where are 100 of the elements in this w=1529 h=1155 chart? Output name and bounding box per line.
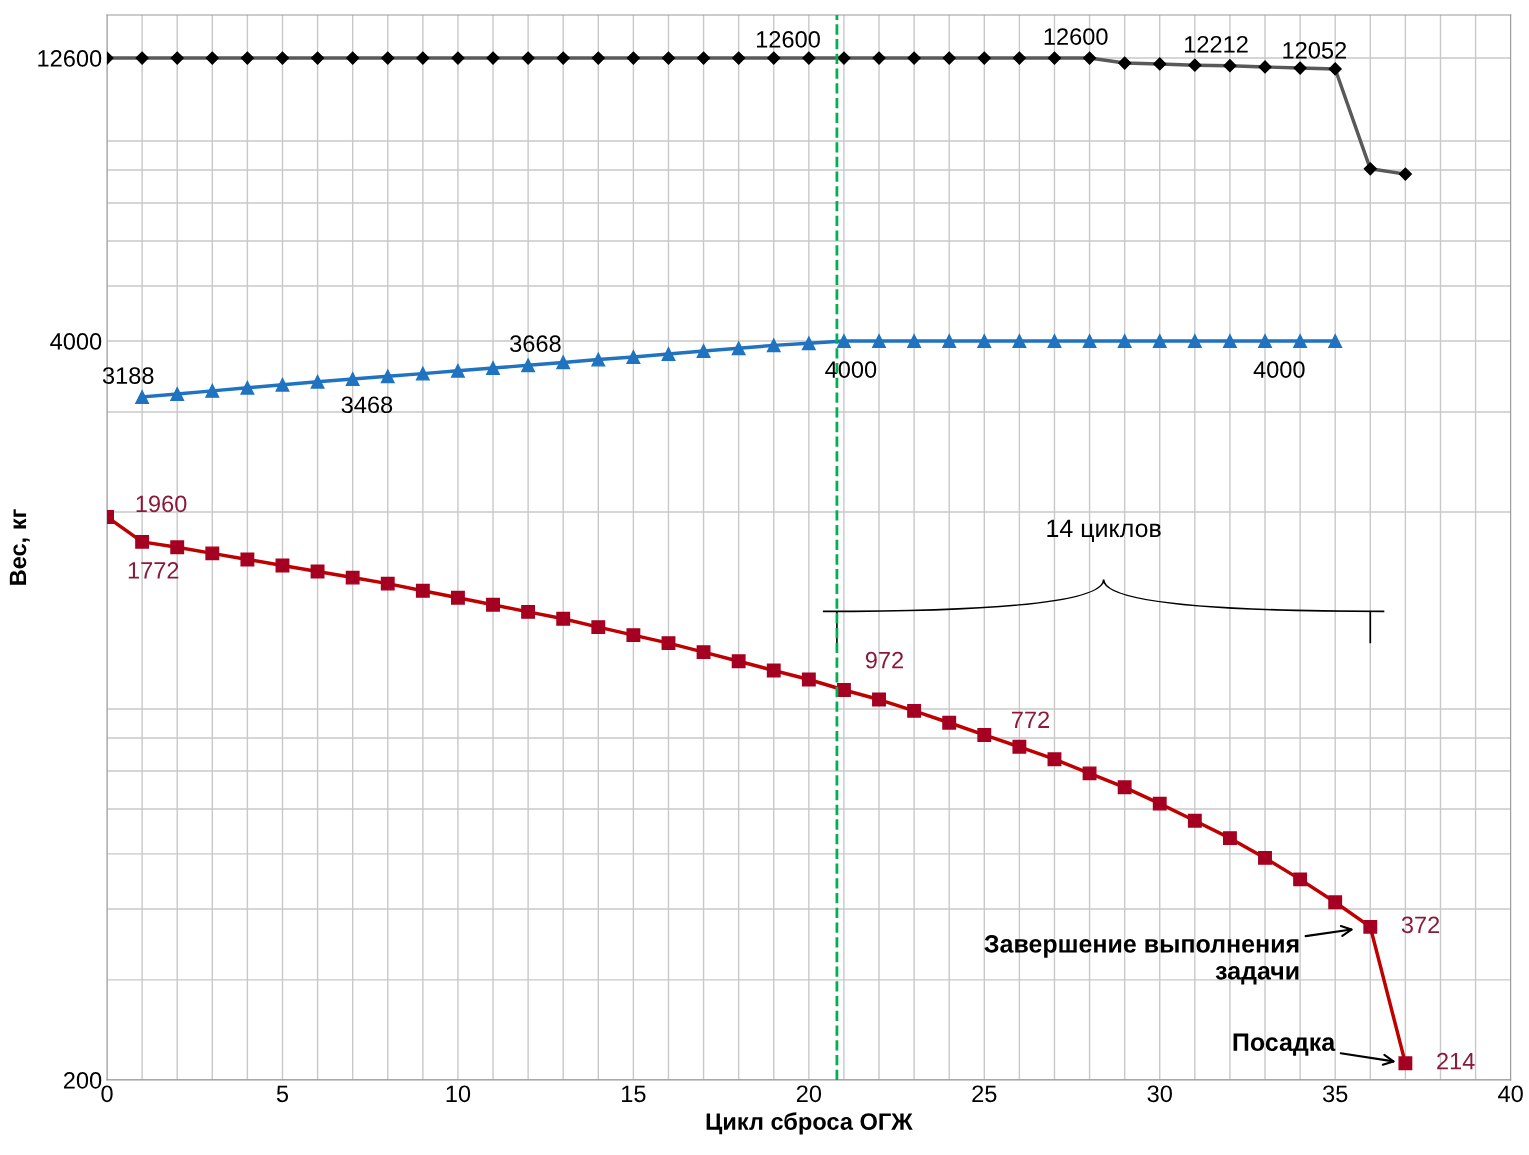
point bbox=[1328, 895, 1343, 910]
point bbox=[977, 334, 992, 348]
point bbox=[135, 390, 150, 404]
data-label: 12052 bbox=[1283, 41, 1347, 59]
point bbox=[801, 336, 816, 351]
point bbox=[1152, 796, 1167, 811]
point bbox=[170, 540, 185, 555]
point bbox=[942, 715, 957, 730]
point bbox=[942, 334, 957, 348]
x-tick-label: 0 bbox=[101, 1085, 113, 1103]
data-label: 3188 bbox=[102, 367, 154, 384]
point bbox=[731, 654, 746, 669]
x-tick-label: 15 bbox=[622, 1085, 646, 1103]
point bbox=[556, 611, 571, 626]
point bbox=[661, 636, 676, 651]
point bbox=[907, 334, 922, 348]
x-tick-label: 25 bbox=[972, 1085, 997, 1103]
point bbox=[626, 349, 641, 364]
x-tick-label: 5 bbox=[276, 1085, 289, 1103]
point bbox=[1293, 334, 1308, 348]
point bbox=[310, 564, 325, 579]
point bbox=[591, 352, 606, 367]
point bbox=[696, 344, 711, 359]
x-tick-label: 30 bbox=[1147, 1085, 1172, 1103]
point bbox=[486, 597, 500, 612]
point bbox=[1047, 752, 1062, 767]
point bbox=[135, 534, 150, 549]
data-label: 12212 bbox=[1185, 35, 1248, 53]
data-label: 772 bbox=[1012, 711, 1050, 728]
x-tick-label: 20 bbox=[796, 1085, 822, 1103]
point bbox=[1222, 334, 1237, 348]
data-label: 12600 bbox=[1044, 28, 1108, 45]
point bbox=[1187, 813, 1202, 828]
point bbox=[1082, 766, 1097, 781]
point bbox=[907, 703, 922, 718]
point bbox=[205, 546, 220, 561]
y-axis-title: Вес, кг bbox=[9, 509, 30, 585]
point bbox=[521, 358, 536, 373]
annotation: 14 циклов bbox=[1047, 519, 1161, 542]
point bbox=[415, 366, 430, 381]
y-tick-label: 4000 bbox=[50, 333, 102, 350]
point bbox=[626, 628, 641, 643]
point bbox=[836, 683, 851, 697]
point bbox=[766, 338, 781, 353]
data-label: 214 bbox=[1437, 1052, 1475, 1070]
y-tick-label: 12600 bbox=[38, 50, 102, 67]
point bbox=[486, 361, 500, 375]
point bbox=[310, 374, 325, 389]
point bbox=[1398, 1056, 1413, 1071]
x-tick-label: 40 bbox=[1498, 1085, 1523, 1103]
point bbox=[240, 380, 255, 395]
point bbox=[661, 347, 676, 361]
data-label: 1960 bbox=[136, 495, 187, 513]
point bbox=[1293, 872, 1308, 887]
point bbox=[872, 692, 886, 707]
x-axis-title: Цикл сброса ОГЖ bbox=[706, 1112, 913, 1135]
point bbox=[836, 334, 851, 348]
y-tick-label: 200 bbox=[63, 1071, 102, 1089]
point bbox=[275, 377, 290, 392]
point bbox=[1047, 334, 1062, 348]
point bbox=[170, 387, 185, 401]
point bbox=[766, 663, 781, 678]
point bbox=[1012, 739, 1027, 754]
point bbox=[380, 576, 395, 591]
point bbox=[345, 570, 360, 585]
point bbox=[345, 371, 360, 386]
point bbox=[521, 604, 536, 619]
data-label: 4000 bbox=[825, 361, 877, 378]
data-label: 1772 bbox=[128, 562, 179, 579]
point bbox=[872, 334, 886, 348]
data-label: 4000 bbox=[1253, 361, 1305, 378]
annotation: Посадка bbox=[1233, 1033, 1336, 1056]
data-label: 3468 bbox=[341, 396, 393, 414]
point bbox=[1082, 334, 1097, 348]
point bbox=[240, 552, 255, 567]
point bbox=[696, 645, 711, 660]
point bbox=[1117, 780, 1132, 795]
x-tick-label: 10 bbox=[446, 1085, 471, 1103]
data-label: 12600 bbox=[756, 30, 820, 48]
point bbox=[731, 341, 746, 356]
point bbox=[450, 590, 465, 605]
point bbox=[205, 383, 220, 398]
point bbox=[1117, 334, 1132, 348]
point bbox=[1258, 850, 1272, 865]
point bbox=[1152, 334, 1167, 348]
point bbox=[380, 369, 395, 384]
point bbox=[977, 727, 992, 742]
point bbox=[1187, 334, 1202, 348]
point bbox=[1012, 334, 1027, 348]
point bbox=[450, 363, 465, 378]
point bbox=[415, 583, 430, 598]
point bbox=[1328, 334, 1343, 348]
point bbox=[801, 672, 816, 687]
point bbox=[591, 620, 606, 635]
point bbox=[1258, 334, 1272, 348]
x-tick-label: 35 bbox=[1322, 1085, 1348, 1103]
point bbox=[556, 355, 571, 370]
annotation: Завершение выполнения задачи bbox=[984, 935, 1299, 985]
data-label: 3668 bbox=[510, 335, 561, 353]
data-label: 972 bbox=[865, 651, 903, 669]
